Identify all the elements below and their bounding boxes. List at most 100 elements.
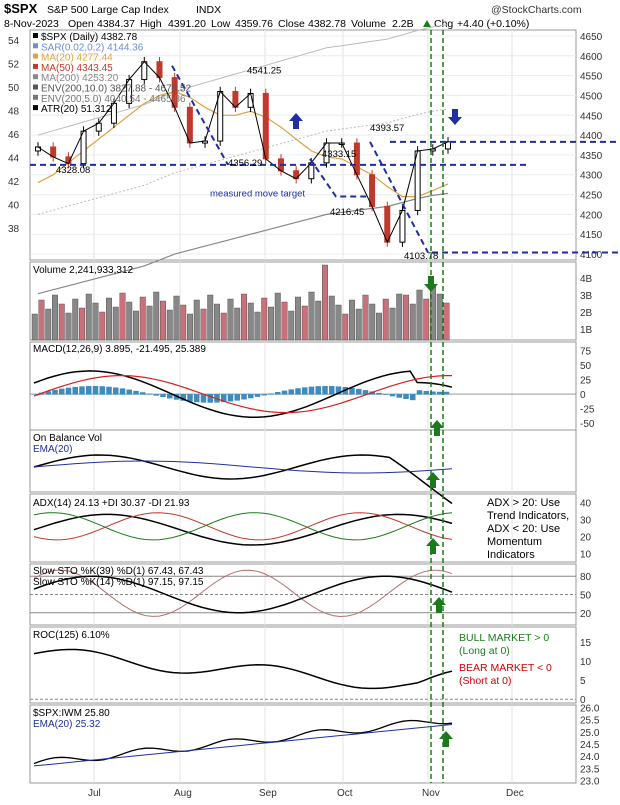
macd-histogram-bar [79, 386, 85, 395]
atr-tick-label: 46 [8, 130, 20, 141]
macd-histogram-bar [308, 386, 315, 395]
volume-bar [241, 293, 247, 341]
price-tick-label: 4400 [580, 131, 603, 142]
low-label: Low [211, 18, 231, 30]
volume-bar [443, 302, 450, 341]
volume-bar [72, 298, 79, 341]
legend-entry: MA(50) 4343.45 [41, 63, 113, 74]
up-triangle-icon [423, 20, 431, 27]
exchange-label: INDX [196, 4, 221, 16]
price-tick-label: 4350 [580, 151, 603, 162]
macd-histogram-bar [113, 387, 119, 395]
adx-tick-label: 30 [580, 516, 592, 527]
macd-signal-line [33, 375, 452, 414]
env200-upper-line [37, 24, 449, 136]
volume-bar [58, 303, 65, 341]
volume-bar [389, 307, 396, 341]
roc-bull-note: (Long at 0) [459, 645, 510, 657]
volume-tick-label: 2B [580, 308, 593, 319]
legend-entry: ATR(20) 51.312 [41, 104, 112, 115]
legend-swatch [33, 33, 38, 38]
roc-tick-label: 15 [580, 638, 592, 649]
ticker-symbol: $SPX [4, 1, 38, 16]
volume-bar [38, 299, 45, 341]
macd-histogram-bar [416, 390, 423, 395]
ratio-tick-label: 25.5 [580, 716, 600, 727]
measured-move-line [309, 158, 368, 198]
legend-swatch [33, 43, 38, 49]
volume-bar [133, 310, 139, 341]
volume-bar [416, 289, 423, 341]
macd-histogram-bar [133, 390, 139, 395]
obv-line [33, 454, 453, 505]
volume-bar [268, 306, 274, 341]
roc-tick-label: 5 [580, 676, 586, 687]
macd-histogram-bar [430, 391, 436, 395]
obv-legend: EMA(20) [33, 444, 72, 455]
ratio-legend: EMA(20) 25.32 [33, 719, 101, 730]
low-value: 4359.76 [235, 18, 273, 30]
ratio-tick-label: 23.0 [580, 777, 600, 788]
volume-label: Volume [351, 18, 386, 30]
atr-tick-label: 54 [8, 36, 20, 47]
up-arrow-icon [426, 472, 440, 488]
macd-histogram-bar [146, 393, 153, 395]
volume-bar [207, 294, 214, 341]
volume-tick-label: 1B [580, 325, 593, 336]
sto-tick-label: 50 [580, 591, 592, 602]
macd-histogram-bar [187, 394, 193, 402]
volume-bar [254, 311, 261, 341]
volume-bar [119, 292, 126, 341]
legend-entry: ENV(200,10.0) 3827.88 - 4678.52 [41, 84, 192, 95]
price-annotation: measured move target [210, 189, 305, 200]
sto-tick-label: 80 [580, 572, 592, 583]
macd-histogram-bar [315, 386, 321, 395]
adx-note: Momentum [487, 536, 542, 548]
volume-bar [214, 303, 220, 341]
macd-tick-label: 0 [580, 390, 586, 401]
measured-move-line [171, 65, 229, 166]
volume-bar [126, 301, 133, 341]
ma200-line [37, 192, 449, 295]
legend-swatch [33, 53, 38, 59]
spx-price-line [37, 60, 449, 244]
macd-histogram-bar [227, 394, 234, 402]
price-annotation: 4328.08 [56, 165, 90, 176]
price-annotation: 4356.29 [228, 158, 262, 169]
macd-histogram-bar [295, 388, 301, 395]
chg-label: Chg [434, 18, 453, 30]
minus-di-line [33, 512, 453, 541]
ratio-ema-line [33, 724, 453, 767]
ratio-tick-label: 24.0 [580, 752, 600, 763]
panel-frame-adx [29, 493, 577, 563]
close-value: 4382.78 [308, 18, 346, 30]
volume-bar [247, 302, 254, 341]
ratio-line [33, 719, 453, 765]
macd-histogram-bar [275, 392, 281, 395]
macd-tick-label: 75 [580, 347, 592, 358]
macd-histogram-bar [72, 386, 78, 395]
atr-tick-label: 42 [8, 177, 20, 188]
date-label: 8-Nov-2023 [4, 18, 59, 30]
volume-bar [180, 304, 187, 341]
volume-bar [349, 299, 355, 341]
legend-entry: MA(200) 4253.20 [41, 73, 119, 84]
macd-histogram-bar [376, 392, 382, 395]
open-value: 4384.37 [97, 18, 135, 30]
macd-histogram-bar [45, 391, 51, 395]
macd-histogram-bar [119, 388, 126, 395]
macd-histogram-bar [207, 394, 213, 403]
macd-histogram-bar [106, 386, 112, 395]
macd-histogram-bar [65, 387, 72, 395]
volume-bar [362, 294, 369, 341]
macd-histogram-bar [248, 394, 254, 399]
macd-tick-label: -25 [580, 405, 595, 416]
macd-histogram-bar [221, 394, 227, 403]
macd-histogram-bar [86, 386, 92, 395]
macd-histogram-bar [356, 388, 362, 395]
volume-bar [403, 294, 409, 341]
price-tick-label: 4200 [580, 210, 603, 221]
panel-frame-macd [29, 341, 577, 431]
macd-histogram-bar [403, 394, 409, 400]
